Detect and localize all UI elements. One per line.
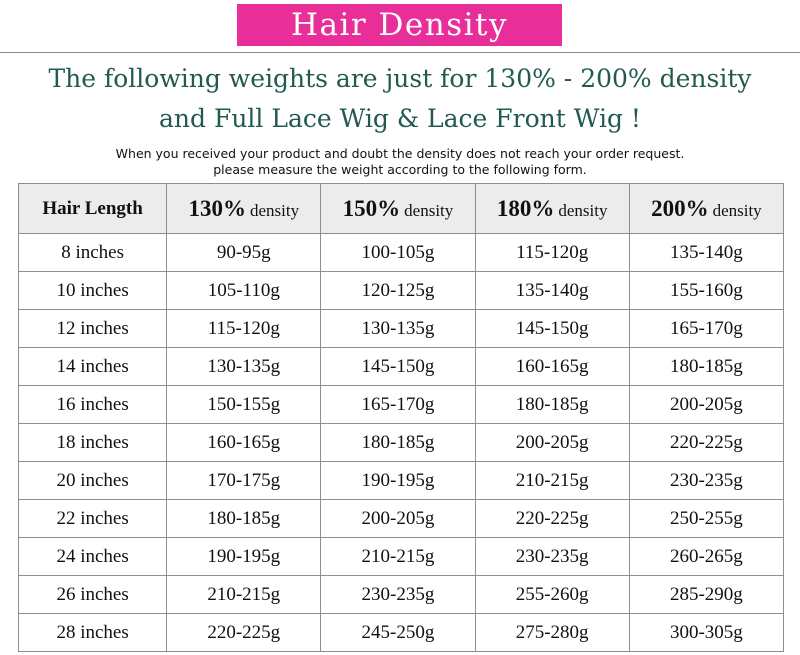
- hair-length-cell: 18 inches: [17, 423, 168, 462]
- weight-200-cell: 165-170g: [628, 309, 785, 348]
- weight-150-cell: 100-105g: [320, 233, 476, 272]
- weight-150-cell: 165-170g: [320, 385, 476, 424]
- table-row: 14 inches 130-135g 145-150g 160-165g 180…: [17, 347, 785, 386]
- weight-200-cell: 200-205g: [628, 385, 785, 424]
- hair-length-cell: 16 inches: [17, 385, 168, 424]
- table-row: 20 inches 170-175g 190-195g 210-215g 230…: [17, 461, 785, 500]
- weight-200-cell: 230-235g: [628, 461, 785, 500]
- weight-130-cell: 210-215g: [166, 575, 322, 614]
- weight-180-cell: 135-140g: [474, 271, 630, 310]
- density-weight-table: Hair Length 130% density 150% density 18…: [17, 183, 785, 652]
- hair-length-header-label: Hair Length: [42, 197, 143, 219]
- weight-130-cell: 190-195g: [166, 537, 322, 576]
- density-200-word: density: [712, 200, 762, 220]
- weight-130-cell: 130-135g: [166, 347, 322, 386]
- density-130-percent: 130%: [188, 195, 246, 221]
- weight-130-cell: 115-120g: [166, 309, 322, 348]
- weight-150-cell: 190-195g: [320, 461, 476, 500]
- weight-150-cell: 120-125g: [320, 271, 476, 310]
- table-row: 28 inches 220-225g 245-250g 275-280g 300…: [17, 613, 785, 652]
- weight-150-cell: 245-250g: [320, 613, 476, 652]
- headline-line-2: and Full Lace Wig & Lace Front Wig !: [159, 104, 641, 133]
- headline-line-1: The following weights are just for 130% …: [48, 64, 752, 93]
- table-row: 26 inches 210-215g 230-235g 255-260g 285…: [17, 575, 785, 614]
- weight-130-cell: 180-185g: [166, 499, 322, 538]
- table-header-row: Hair Length 130% density 150% density 18…: [17, 183, 785, 234]
- hair-length-cell: 8 inches: [17, 233, 168, 272]
- weight-200-cell: 260-265g: [628, 537, 785, 576]
- hair-length-cell: 28 inches: [17, 613, 168, 652]
- table-row: 24 inches 190-195g 210-215g 230-235g 260…: [17, 537, 785, 576]
- hair-length-cell: 26 inches: [17, 575, 168, 614]
- hair-length-header: Hair Length: [17, 183, 168, 234]
- weight-200-cell: 220-225g: [628, 423, 785, 462]
- density-180-percent: 180%: [496, 195, 555, 221]
- weight-130-cell: 150-155g: [166, 385, 322, 424]
- weight-130-cell: 105-110g: [166, 271, 322, 310]
- density-130-header: 130% density: [166, 183, 322, 234]
- weight-150-cell: 145-150g: [320, 347, 476, 386]
- header-divider: [0, 52, 800, 53]
- density-150-word: density: [404, 200, 454, 220]
- density-200-percent: 200%: [651, 195, 709, 221]
- table-row: 16 inches 150-155g 165-170g 180-185g 200…: [17, 385, 785, 424]
- page-title-banner: Hair Density: [237, 4, 562, 46]
- weight-150-cell: 130-135g: [320, 309, 476, 348]
- weight-130-cell: 160-165g: [166, 423, 322, 462]
- density-200-header: 200% density: [628, 183, 785, 234]
- hair-length-cell: 22 inches: [17, 499, 168, 538]
- weight-200-cell: 250-255g: [628, 499, 785, 538]
- table-row: 18 inches 160-165g 180-185g 200-205g 220…: [17, 423, 785, 462]
- weight-200-cell: 135-140g: [628, 233, 785, 272]
- density-150-percent: 150%: [342, 195, 401, 221]
- weight-180-cell: 220-225g: [474, 499, 630, 538]
- weight-180-cell: 230-235g: [474, 537, 630, 576]
- density-180-header: 180% density: [474, 183, 630, 234]
- table-row: 12 inches 115-120g 130-135g 145-150g 165…: [17, 309, 785, 348]
- hair-length-cell: 12 inches: [17, 309, 168, 348]
- weight-180-cell: 255-260g: [474, 575, 630, 614]
- weight-200-cell: 180-185g: [628, 347, 785, 386]
- weight-180-cell: 275-280g: [474, 613, 630, 652]
- hair-length-cell: 24 inches: [17, 537, 168, 576]
- weight-180-cell: 200-205g: [474, 423, 630, 462]
- weight-180-cell: 160-165g: [474, 347, 630, 386]
- weight-180-cell: 210-215g: [474, 461, 630, 500]
- hair-length-cell: 20 inches: [17, 461, 168, 500]
- instruction-line-2: please measure the weight according to t…: [213, 162, 587, 177]
- density-130-word: density: [249, 200, 300, 220]
- density-150-header: 150% density: [320, 183, 476, 234]
- weight-130-cell: 90-95g: [166, 233, 322, 272]
- density-180-word: density: [558, 200, 608, 220]
- weight-180-cell: 180-185g: [474, 385, 630, 424]
- weight-180-cell: 115-120g: [474, 233, 630, 272]
- weight-130-cell: 170-175g: [166, 461, 322, 500]
- table-row: 10 inches 105-110g 120-125g 135-140g 155…: [17, 271, 785, 310]
- table-row: 8 inches 90-95g 100-105g 115-120g 135-14…: [17, 233, 785, 272]
- hair-length-cell: 10 inches: [17, 271, 168, 310]
- weight-200-cell: 155-160g: [628, 271, 785, 310]
- weight-180-cell: 145-150g: [474, 309, 630, 348]
- weight-150-cell: 210-215g: [320, 537, 476, 576]
- weight-150-cell: 200-205g: [320, 499, 476, 538]
- weight-130-cell: 220-225g: [166, 613, 322, 652]
- weight-150-cell: 180-185g: [320, 423, 476, 462]
- instruction-line-1: When you received your product and doubt…: [115, 146, 685, 161]
- weight-150-cell: 230-235g: [320, 575, 476, 614]
- weight-200-cell: 285-290g: [628, 575, 785, 614]
- hair-length-cell: 14 inches: [17, 347, 168, 386]
- weight-200-cell: 300-305g: [628, 613, 785, 652]
- table-row: 22 inches 180-185g 200-205g 220-225g 250…: [17, 499, 785, 538]
